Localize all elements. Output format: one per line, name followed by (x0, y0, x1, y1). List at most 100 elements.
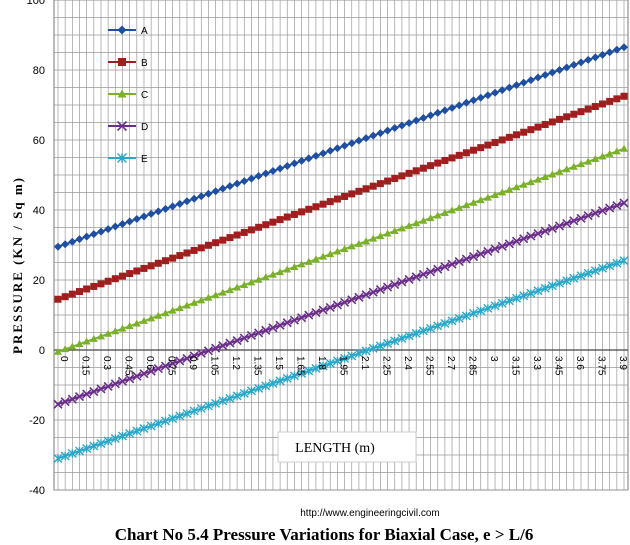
data-point (620, 92, 628, 100)
data-point (246, 386, 256, 396)
data-point (83, 285, 91, 293)
data-point (369, 234, 378, 242)
data-point (425, 267, 436, 277)
legend-label: A (141, 26, 148, 37)
data-point (519, 180, 528, 188)
x-tick-label: 0 (58, 356, 69, 362)
x-tick-label: 3.15 (509, 356, 520, 376)
data-point (461, 311, 471, 321)
data-point (96, 227, 105, 236)
data-point (390, 226, 399, 234)
x-tick-label: 2.85 (466, 356, 477, 376)
data-point (146, 421, 156, 431)
data-point (540, 283, 550, 293)
data-point (189, 406, 199, 416)
legend-label: D (141, 122, 148, 133)
data-point (384, 177, 392, 185)
data-point (268, 323, 278, 333)
data-point (61, 293, 69, 301)
data-point (212, 239, 220, 247)
data-point (613, 95, 621, 103)
data-point (61, 345, 70, 353)
data-point (619, 198, 629, 208)
data-point (491, 191, 500, 199)
data-point (534, 123, 542, 131)
data-point (226, 234, 234, 242)
data-point (325, 358, 335, 368)
data-point (297, 260, 306, 268)
data-point (583, 211, 593, 221)
data-point (139, 212, 148, 221)
y-tick-label: 80 (33, 65, 45, 77)
data-point (590, 208, 600, 218)
data-point (527, 126, 535, 134)
data-point (404, 331, 414, 341)
data-point (405, 169, 413, 177)
data-point (548, 68, 557, 77)
data-point (111, 275, 119, 283)
data-point (599, 100, 607, 108)
data-point (305, 205, 313, 213)
data-point (154, 259, 162, 267)
data-point (584, 157, 593, 165)
data-point (110, 433, 120, 443)
data-point (554, 221, 565, 231)
data-point (612, 147, 621, 155)
data-point (118, 58, 126, 66)
data-point (125, 217, 134, 226)
data-point (590, 266, 600, 276)
data-point (168, 358, 178, 369)
data-point (390, 124, 399, 133)
data-point (246, 330, 257, 341)
data-point (140, 264, 148, 272)
data-point (354, 239, 363, 247)
data-point (469, 308, 479, 318)
data-point (533, 286, 543, 296)
data-point (68, 342, 77, 350)
data-point (290, 262, 299, 270)
data-point (211, 291, 220, 299)
x-tick-label: 0.15 (79, 356, 90, 376)
data-point (390, 279, 400, 290)
data-point (104, 329, 113, 337)
data-point (318, 305, 328, 315)
data-point (519, 291, 529, 301)
data-point (340, 244, 349, 252)
data-point (218, 184, 227, 193)
x-tick-label: 2.7 (445, 356, 456, 370)
data-point (89, 441, 99, 451)
data-point (275, 376, 285, 386)
data-point (268, 270, 277, 278)
x-tick-label: 1.65 (294, 356, 305, 376)
x-tick-label: 0.75 (165, 356, 176, 376)
y-tick-label: 100 (27, 0, 45, 7)
data-point (261, 273, 270, 281)
data-point (383, 282, 393, 292)
data-point (369, 131, 378, 140)
data-point (354, 292, 364, 302)
data-point (562, 63, 571, 72)
data-point (240, 177, 249, 186)
data-point (326, 146, 335, 155)
data-point (219, 236, 227, 244)
data-point (326, 198, 334, 206)
data-point (440, 318, 450, 328)
data-point (555, 65, 564, 74)
data-point (161, 204, 170, 213)
data-point (341, 192, 349, 200)
data-point (254, 275, 263, 283)
data-point (239, 333, 249, 343)
data-point (218, 288, 227, 296)
data-point (497, 241, 507, 251)
source-url: http://www.engineeringcivil.com (300, 508, 440, 519)
data-point (233, 231, 241, 239)
data-point (340, 141, 349, 150)
data-point (476, 306, 486, 316)
data-point (197, 296, 206, 304)
chart-caption: Chart No 5.4 Pressure Variations for Bia… (115, 525, 534, 544)
data-point (619, 256, 629, 266)
data-point (139, 423, 149, 433)
data-point (319, 149, 328, 158)
data-point (505, 185, 514, 193)
data-point (397, 277, 407, 287)
